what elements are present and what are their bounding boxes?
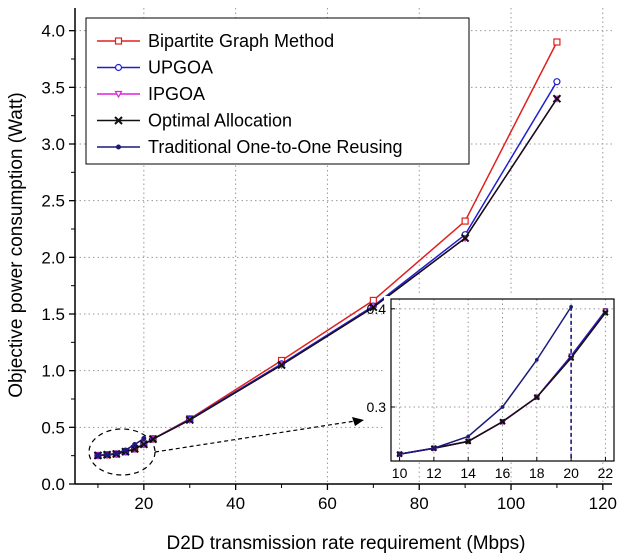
inset-x-tick-label: 12: [426, 465, 442, 481]
zoom-annotation: [88, 417, 364, 476]
x-tick-label: 80: [410, 494, 429, 513]
inset-data-point-marker: [432, 446, 436, 451]
y-tick-label: 2.5: [41, 192, 65, 211]
inset-x-tick-label: 18: [529, 465, 545, 481]
y-tick-label: 4.0: [41, 22, 65, 41]
zoom-arrow-head: [352, 417, 364, 426]
legend-box: [85, 17, 470, 165]
x-tick-label: 100: [497, 494, 525, 513]
legend-marker: [114, 63, 123, 72]
data-point-marker: [553, 78, 561, 86]
inset-y-tick-label: 0.3: [367, 399, 387, 415]
legend-marker: [114, 37, 123, 45]
legend-marker: [114, 116, 123, 125]
legend-item: Bipartite Graph Method: [97, 31, 334, 51]
data-point-marker: [95, 452, 101, 458]
inset-zoom-chart: 10 12 14 16 18 20 22 0.3 0.4: [367, 296, 615, 481]
legend-item: UPGOA: [97, 58, 213, 78]
x-tick-label: 40: [226, 494, 245, 513]
data-point-marker: [369, 302, 378, 312]
data-point-marker: [552, 94, 562, 103]
y-tick-label: 0.0: [41, 475, 65, 494]
y-tick-label: 1.0: [41, 362, 65, 381]
legend-item: Optimal Allocation: [97, 111, 292, 131]
zoom-arrow-line: [154, 420, 356, 453]
data-point-marker: [104, 452, 110, 458]
y-axis-title: Objective power consumption (Watt): [6, 92, 27, 398]
inset-background: [384, 296, 614, 460]
data-point-marker: [113, 450, 119, 456]
inset-data-point-marker: [466, 434, 471, 439]
inset-x-tick-label: 20: [563, 465, 579, 481]
data-point-marker: [139, 440, 149, 449]
inset-data-point-marker: [534, 358, 539, 362]
data-point-marker: [122, 447, 128, 453]
tick-layer: 20 40 60 80 100 120 0.0 0.5 1.0 1.5 2.0 2.5 3.0 3.5 4.…: [41, 22, 617, 513]
x-tick-label: 20: [134, 494, 153, 513]
legend-item: Traditional One-to-One Reusing: [97, 137, 402, 157]
inset-x-tick-label: 14: [460, 465, 476, 481]
legend-marker: [116, 144, 121, 150]
x-axis-title: D2D transmission rate requirement (Mbps): [166, 533, 525, 554]
y-tick-label: 3.5: [41, 78, 65, 97]
legend-label: UPGOA: [148, 58, 213, 78]
inset-data-point-marker: [602, 309, 609, 316]
y-tick-label: 1.5: [41, 305, 65, 324]
y-tick-label: 3.0: [41, 135, 65, 154]
inset-y-tick-label: 0.4: [367, 301, 387, 317]
inset-data-point-marker: [533, 393, 541, 401]
legend: Bipartite Graph Method UPGOA IPGOA Optimal …: [85, 17, 470, 165]
y-tick-label: 2.0: [41, 248, 65, 267]
data-point-marker: [132, 442, 138, 448]
series-layer: [93, 38, 562, 460]
x-tick-label: 60: [318, 494, 337, 513]
data-point-marker: [460, 233, 470, 243]
inset-data-point-marker: [499, 418, 506, 425]
legend-label: IPGOA: [148, 84, 205, 104]
legend-label: Traditional One-to-One Reusing: [148, 137, 402, 157]
data-point-marker: [553, 38, 561, 46]
data-point-marker: [141, 435, 147, 441]
inset-data-point-marker: [500, 405, 505, 409]
legend-marker: [114, 90, 123, 99]
inset-x-tick-label: 22: [598, 465, 614, 481]
legend-label: Optimal Allocation: [148, 111, 292, 131]
series-5: [95, 435, 147, 458]
inset-x-tick-label: 16: [495, 465, 511, 481]
legend-label: Bipartite Graph Method: [148, 31, 334, 51]
data-point-marker: [277, 360, 286, 370]
inset-x-tick-label: 10: [392, 465, 408, 481]
x-tick-label: 120: [589, 494, 617, 513]
inset-data-point-marker: [397, 452, 402, 456]
inset-series-line: [399, 306, 572, 455]
inset-data-point-marker: [464, 438, 472, 445]
y-tick-label: 0.5: [41, 418, 65, 437]
data-point-marker: [185, 415, 194, 425]
legend-item: IPGOA: [97, 84, 205, 104]
data-point-marker: [461, 217, 469, 225]
